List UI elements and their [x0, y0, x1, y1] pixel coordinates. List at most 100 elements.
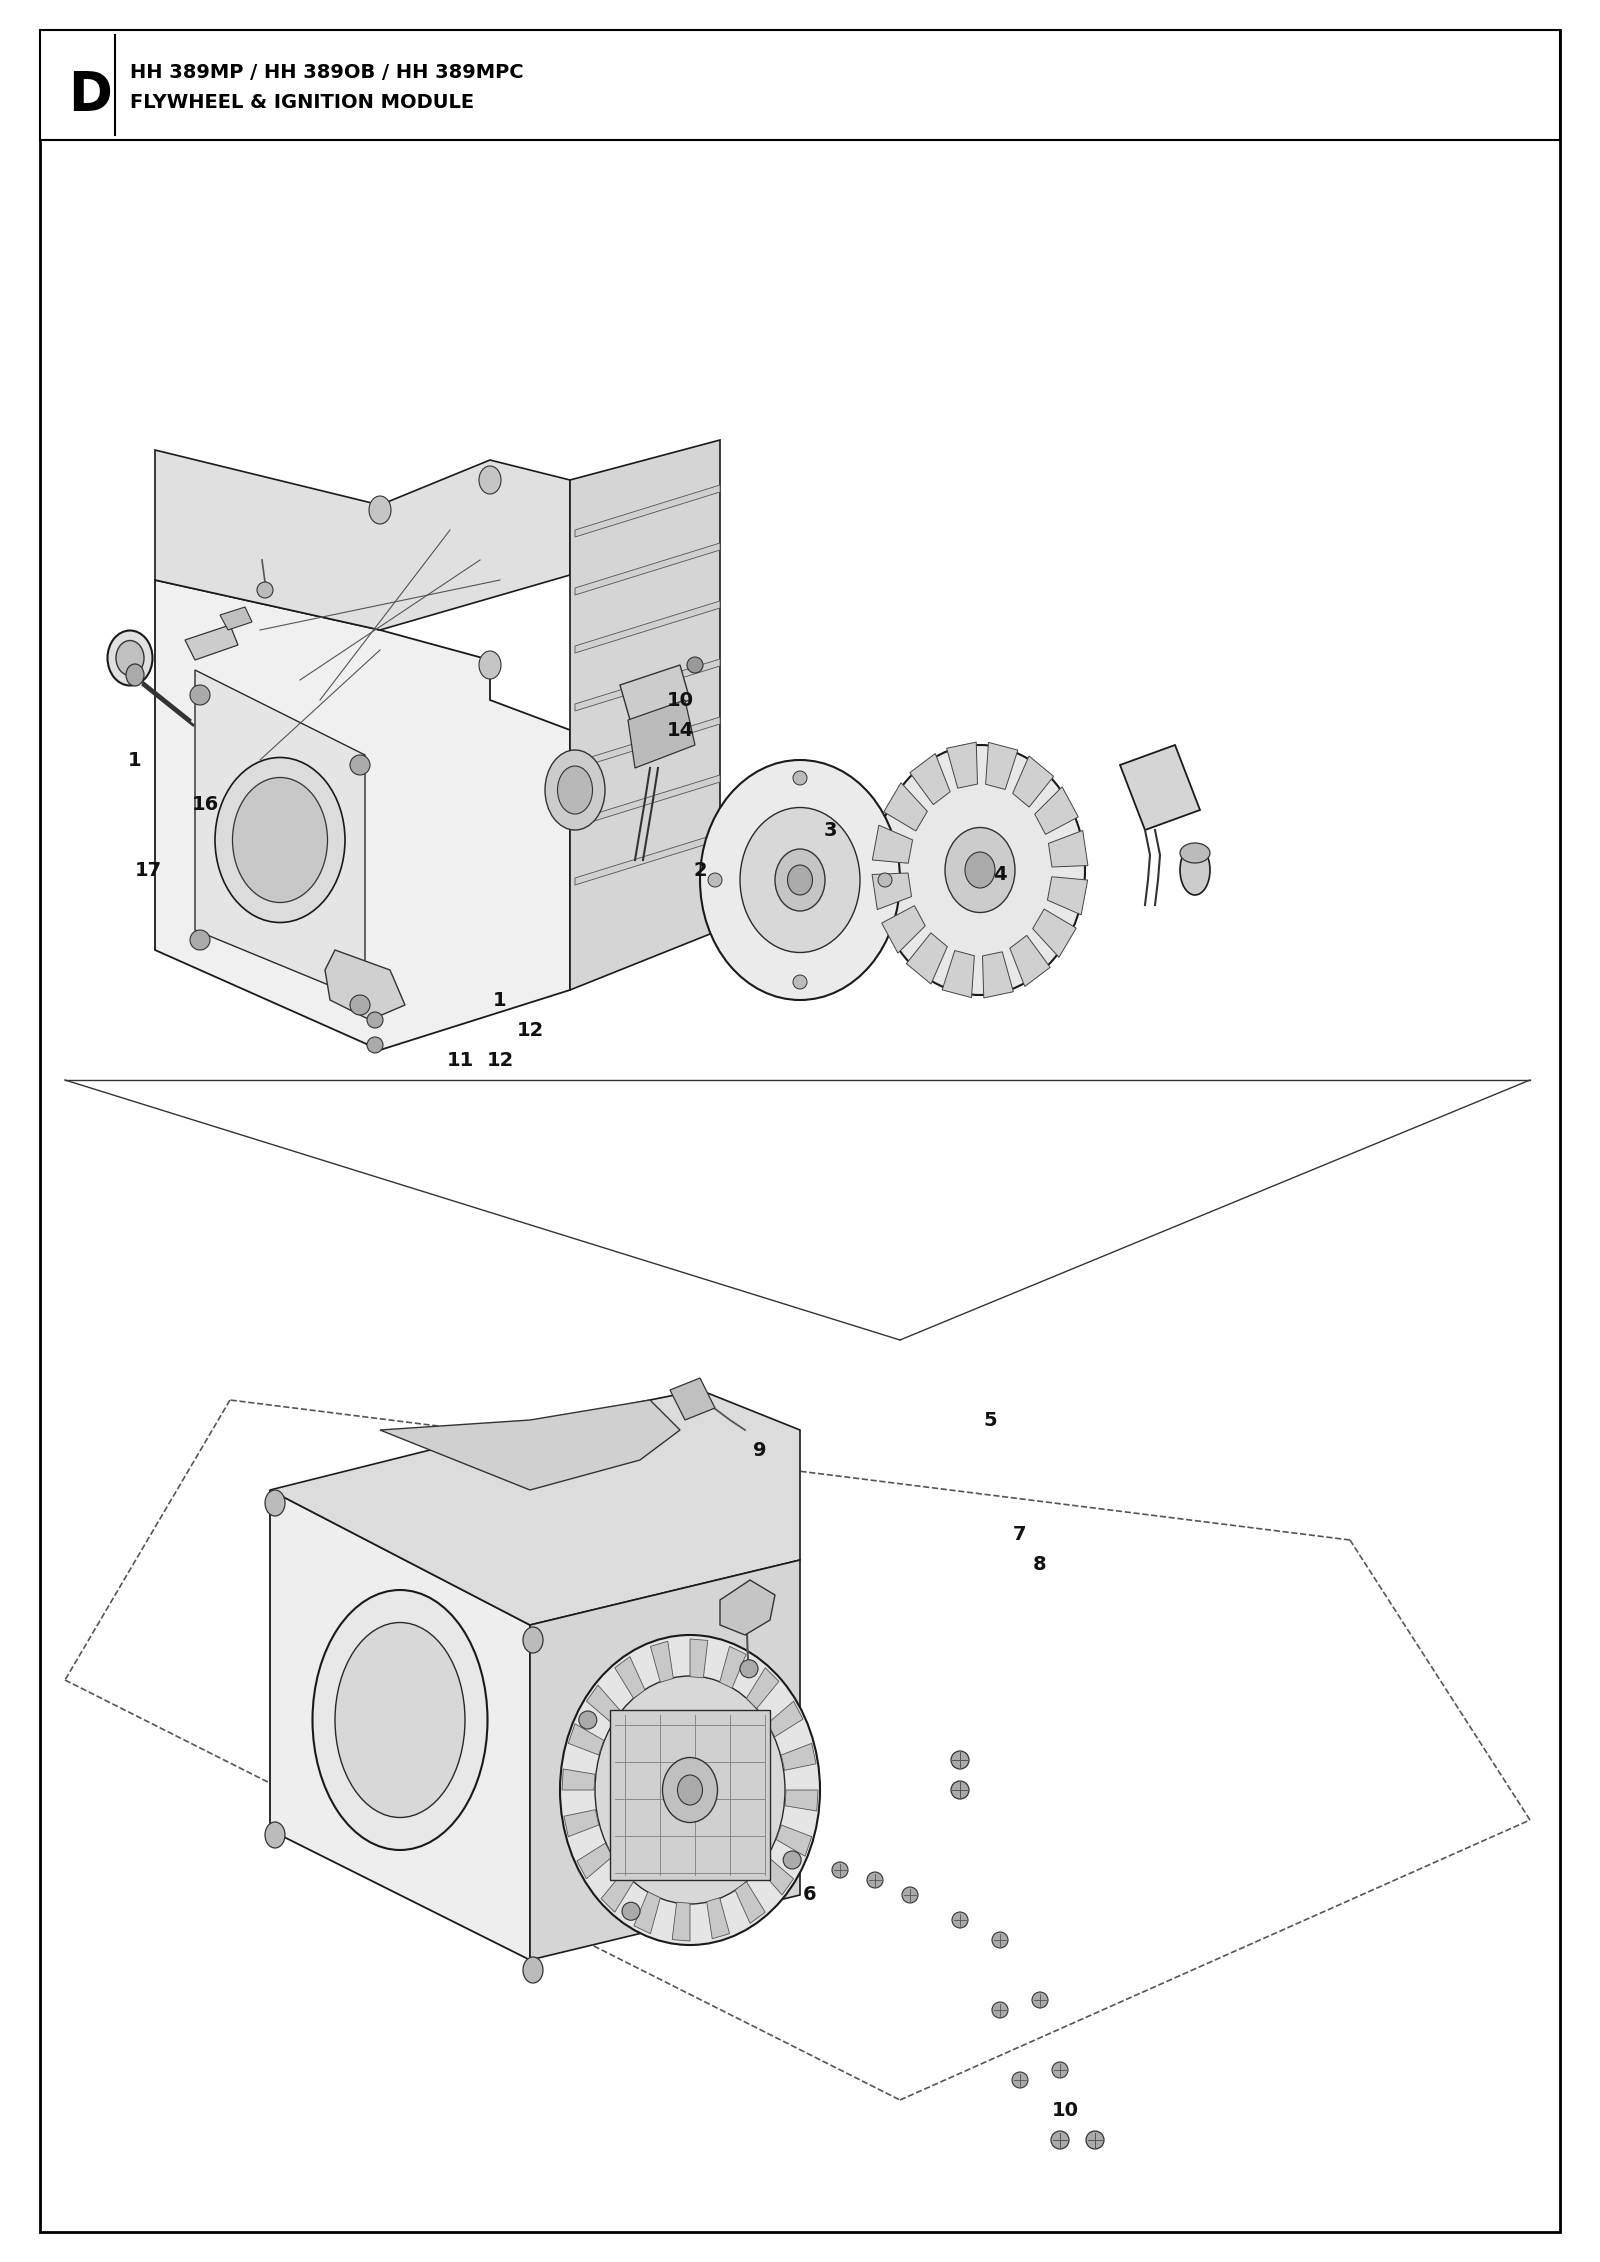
Text: D: D: [69, 70, 112, 120]
Polygon shape: [574, 658, 720, 710]
Polygon shape: [563, 1810, 598, 1837]
Polygon shape: [768, 1701, 803, 1737]
Text: 2: 2: [693, 860, 707, 880]
Circle shape: [1051, 2131, 1069, 2149]
Polygon shape: [621, 665, 690, 719]
Circle shape: [902, 1887, 918, 1902]
Circle shape: [1053, 2063, 1069, 2079]
Ellipse shape: [595, 1676, 786, 1905]
Text: 1: 1: [128, 751, 142, 769]
Polygon shape: [1013, 756, 1054, 808]
Ellipse shape: [739, 808, 861, 952]
Ellipse shape: [266, 1821, 285, 1848]
Polygon shape: [270, 1391, 800, 1624]
Ellipse shape: [523, 1957, 542, 1984]
Polygon shape: [587, 1685, 621, 1724]
Polygon shape: [882, 905, 925, 952]
Ellipse shape: [662, 1758, 717, 1823]
Polygon shape: [614, 1656, 645, 1699]
Ellipse shape: [546, 751, 605, 830]
Polygon shape: [568, 1724, 603, 1755]
Polygon shape: [1010, 936, 1050, 986]
Polygon shape: [1120, 744, 1200, 830]
Ellipse shape: [232, 778, 328, 903]
Text: 4: 4: [994, 866, 1006, 884]
Circle shape: [794, 975, 806, 988]
Ellipse shape: [560, 1635, 819, 1945]
Circle shape: [258, 581, 274, 597]
Polygon shape: [221, 606, 253, 631]
Ellipse shape: [787, 864, 813, 896]
Circle shape: [832, 1862, 848, 1877]
Ellipse shape: [478, 651, 501, 679]
Polygon shape: [982, 952, 1013, 998]
Circle shape: [952, 1911, 968, 1927]
Polygon shape: [720, 1647, 746, 1687]
Polygon shape: [776, 1825, 811, 1857]
Polygon shape: [570, 441, 720, 991]
Polygon shape: [627, 699, 694, 769]
Ellipse shape: [126, 665, 144, 685]
Circle shape: [1032, 1993, 1048, 2009]
Polygon shape: [574, 602, 720, 654]
Polygon shape: [610, 1710, 770, 1880]
Polygon shape: [906, 932, 947, 984]
Polygon shape: [195, 670, 365, 1000]
Circle shape: [794, 771, 806, 785]
Ellipse shape: [774, 848, 826, 912]
Polygon shape: [670, 1378, 715, 1421]
Polygon shape: [986, 742, 1018, 789]
Text: 14: 14: [666, 722, 694, 740]
Text: 10: 10: [1051, 2101, 1078, 2119]
Polygon shape: [1048, 830, 1088, 866]
Polygon shape: [690, 1640, 707, 1678]
Circle shape: [622, 1902, 640, 1920]
Polygon shape: [530, 1561, 800, 1959]
Polygon shape: [325, 950, 405, 1020]
Text: FLYWHEEL & IGNITION MODULE: FLYWHEEL & IGNITION MODULE: [130, 93, 474, 111]
Text: 9: 9: [754, 1441, 766, 1459]
Text: 11: 11: [446, 1050, 474, 1070]
Text: 7: 7: [1013, 1525, 1027, 1545]
Polygon shape: [651, 1642, 674, 1683]
Polygon shape: [707, 1898, 730, 1939]
Ellipse shape: [523, 1626, 542, 1654]
Text: 16: 16: [192, 796, 219, 814]
Text: 1: 1: [493, 991, 507, 1009]
Ellipse shape: [1181, 846, 1210, 896]
Circle shape: [190, 685, 210, 706]
Ellipse shape: [677, 1776, 702, 1805]
Circle shape: [707, 873, 722, 887]
Circle shape: [878, 873, 893, 887]
Polygon shape: [602, 1871, 634, 1911]
Circle shape: [992, 1932, 1008, 1948]
Polygon shape: [578, 1844, 613, 1880]
Circle shape: [782, 1850, 802, 1868]
Polygon shape: [734, 1882, 765, 1923]
Ellipse shape: [214, 758, 346, 923]
Text: 10: 10: [667, 690, 693, 710]
Polygon shape: [634, 1891, 661, 1934]
Polygon shape: [155, 579, 570, 1050]
Polygon shape: [947, 742, 978, 787]
Ellipse shape: [946, 828, 1014, 912]
Polygon shape: [747, 1667, 779, 1708]
Text: 8: 8: [1034, 1556, 1046, 1574]
Polygon shape: [186, 624, 238, 661]
Circle shape: [739, 1660, 758, 1678]
Ellipse shape: [478, 466, 501, 493]
Polygon shape: [872, 826, 912, 864]
Ellipse shape: [1181, 844, 1210, 864]
Circle shape: [992, 2002, 1008, 2018]
Polygon shape: [1032, 909, 1077, 957]
Text: 6: 6: [803, 1887, 818, 1905]
Polygon shape: [1035, 787, 1078, 835]
Ellipse shape: [370, 495, 390, 525]
Ellipse shape: [965, 853, 995, 889]
Ellipse shape: [875, 744, 1085, 995]
Polygon shape: [270, 1491, 530, 1959]
Polygon shape: [574, 776, 720, 828]
Text: 3: 3: [824, 821, 837, 839]
Polygon shape: [781, 1744, 816, 1771]
Text: 12: 12: [486, 1050, 514, 1070]
